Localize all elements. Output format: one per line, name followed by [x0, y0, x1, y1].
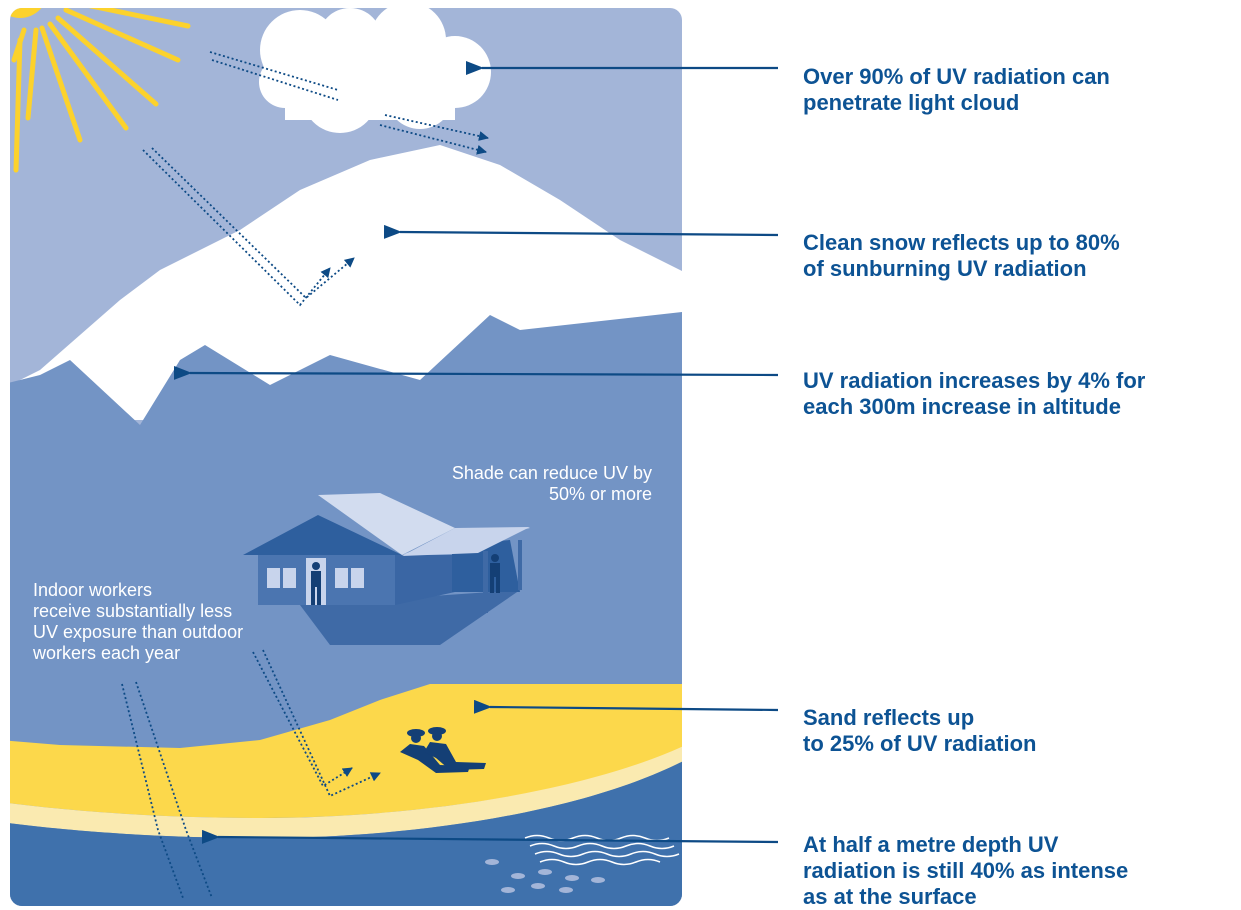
water [10, 752, 682, 906]
sunbathers-icon [400, 727, 486, 773]
sand-beach [10, 684, 682, 818]
uv-rays [121, 51, 489, 899]
arrow-altitude [173, 365, 779, 380]
arrow-water [201, 829, 779, 844]
callout-altitude: UV radiation increases by 4% for each 30… [803, 368, 1146, 419]
shade-note: Shade can reduce UV by 50% or more [451, 463, 652, 504]
house-icon [243, 493, 530, 645]
callout-snow: Clean snow reflects up to 80% of sunburn… [803, 230, 1120, 281]
callout-water: At half a metre depth UV radiation is st… [803, 832, 1129, 909]
fish-icon [485, 859, 605, 893]
callout-arrows [173, 61, 779, 844]
callout-sand: Sand reflects up to 25% of UV radiation [803, 705, 1037, 756]
callout-cloud: Over 90% of UV radiation can penetrate l… [803, 64, 1110, 115]
sun-icon [10, 8, 191, 173]
indoor-workers-note: Indoor workers receive substantially les… [33, 580, 244, 663]
cloud-icon [259, 8, 491, 133]
arrow-snow [383, 224, 779, 239]
waves-icon [524, 834, 680, 866]
scene-panel [10, 8, 682, 906]
shoreline [10, 738, 682, 838]
arrow-sand [473, 699, 779, 714]
